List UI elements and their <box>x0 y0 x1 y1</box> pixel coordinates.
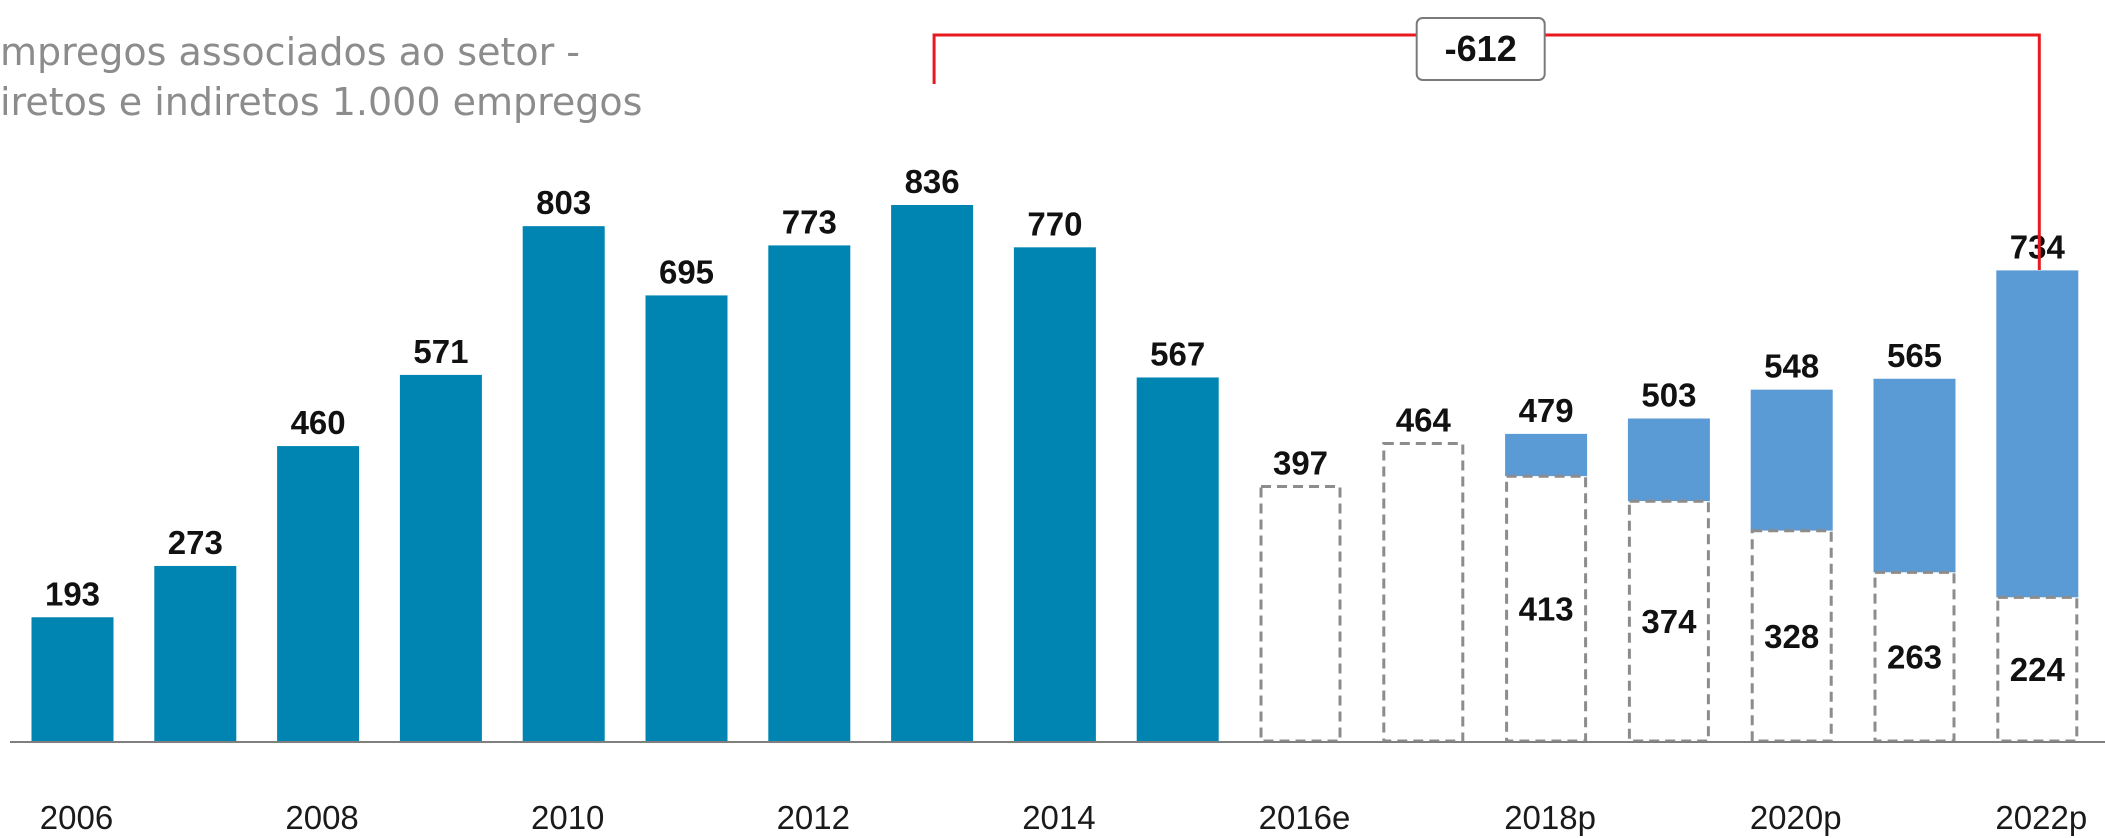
x-axis: 2006 2008 2010 2012 2014 2016e 2018p 2020p 2022p <box>10 741 2105 836</box>
total-value-label-2017: 464 <box>1396 402 1452 439</box>
total-value-label-2013: 836 <box>905 163 960 200</box>
bar-increment-2021 <box>1873 378 1956 573</box>
total-value-label-2006: 193 <box>45 575 100 612</box>
bars-layer <box>31 205 2079 743</box>
difference-annotation: -612 <box>932 17 2041 270</box>
inner-value-label-2019: 374 <box>1641 603 1697 640</box>
inner-value-label-2022p: 224 <box>2010 651 2066 688</box>
x-tick-label-2020p: 2020p <box>1750 799 1842 836</box>
bar-2007 <box>154 565 237 741</box>
bar-increment-2018p <box>1505 433 1588 477</box>
x-tick-label-2014: 2014 <box>1022 799 1095 836</box>
total-value-label-2014: 770 <box>1027 205 1082 242</box>
x-tick-label-2012: 2012 <box>777 799 850 836</box>
chart-subtitle-line-1: mpregos associados ao setor - <box>0 30 581 74</box>
x-tick-label-2010: 2010 <box>531 799 604 836</box>
total-value-label-2008: 460 <box>291 404 346 441</box>
total-value-label-2021: 565 <box>1887 337 1942 374</box>
x-tick-label-2006: 2006 <box>40 799 113 836</box>
total-value-label-2019: 503 <box>1641 377 1696 414</box>
bar-2010 <box>522 226 605 741</box>
difference-box <box>1415 17 1546 81</box>
total-value-label-2010: 803 <box>536 184 591 221</box>
total-value-label-2016e: 397 <box>1273 444 1328 481</box>
chart-subtitle-line-2: iretos e indiretos 1.000 empregos <box>0 80 643 124</box>
inner-value-label-2018p: 413 <box>1519 591 1574 628</box>
x-tick-label-2018p: 2018p <box>1504 799 1596 836</box>
bar-dashed-2021 <box>1873 570 1956 743</box>
bar-increment-2019 <box>1627 418 1710 502</box>
bar-dashed-2017 <box>1382 442 1465 743</box>
total-value-label-2009: 571 <box>413 333 468 370</box>
bar-2011 <box>645 295 728 741</box>
value-labels-layer: 193 273 460 571 803 695 773 836 770 567 397 464 413 4… <box>45 163 2066 688</box>
difference-label: -612 <box>1445 28 1517 69</box>
bar-dashed-2018p <box>1505 474 1588 743</box>
bar-2012 <box>768 245 851 742</box>
total-value-label-2015: 567 <box>1150 335 1205 372</box>
inner-value-label-2020p: 328 <box>1764 618 1819 655</box>
bar-2008 <box>277 446 360 741</box>
bar-2015 <box>1136 377 1219 741</box>
bar-2006 <box>31 617 114 741</box>
total-value-label-2011: 695 <box>659 253 714 290</box>
inner-value-label-2021: 263 <box>1887 639 1942 676</box>
bar-dashed-2016e <box>1259 484 1342 743</box>
x-tick-label-2022p: 2022p <box>1995 799 2087 836</box>
total-value-label-2012: 773 <box>782 203 837 240</box>
x-tick-label-2016e: 2016e <box>1259 799 1351 836</box>
total-value-label-2022p: 734 <box>2010 228 2066 265</box>
total-value-label-2020p: 548 <box>1764 348 1819 385</box>
bar-increment-2022p <box>1996 270 2079 598</box>
x-tick-label-2008: 2008 <box>285 799 358 836</box>
bar-increment-2020p <box>1750 389 1833 531</box>
bar-2009 <box>399 374 482 741</box>
bar-2014 <box>1013 247 1096 741</box>
total-value-label-2018p: 479 <box>1519 392 1574 429</box>
total-value-label-2007: 273 <box>168 524 223 561</box>
bar-2013 <box>891 205 974 741</box>
